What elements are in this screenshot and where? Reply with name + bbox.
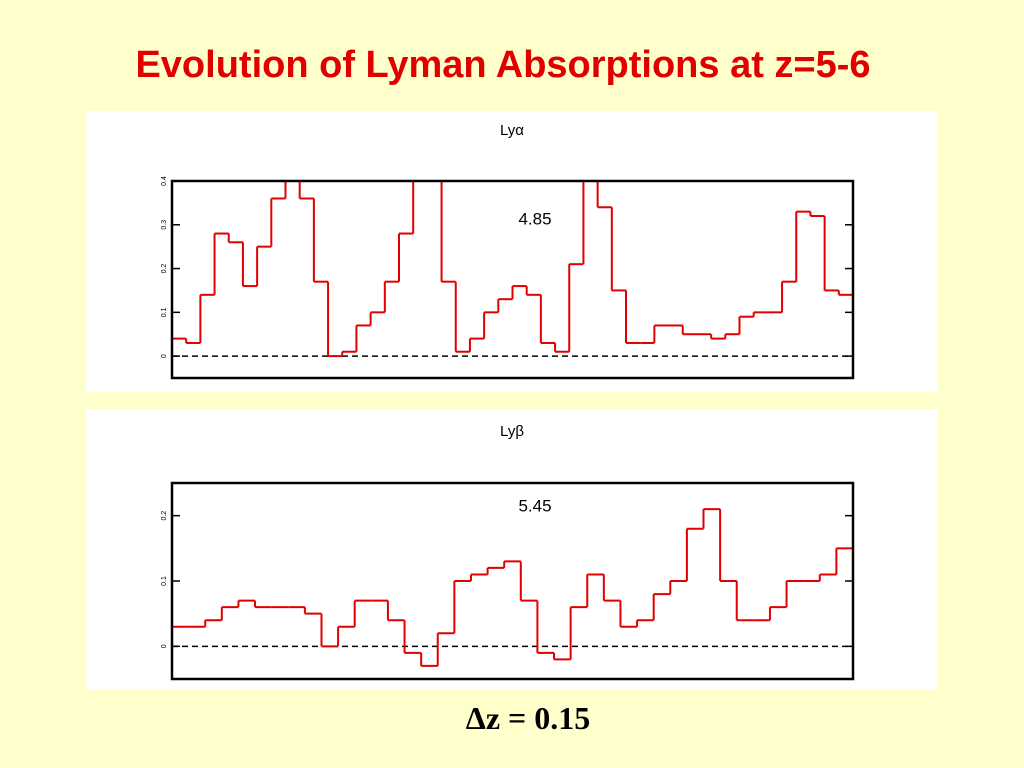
annotation: 4.85 — [518, 209, 551, 228]
y-tick-label: 0.2 — [161, 511, 168, 521]
chart-title: Lyα — [500, 122, 524, 139]
y-tick-label: 0.2 — [161, 264, 168, 274]
chart-panel — [86, 409, 938, 690]
y-tick-label: 0 — [161, 354, 168, 358]
annotation: 5.45 — [518, 496, 551, 515]
y-tick-label: 0.3 — [161, 220, 168, 230]
plot-frame — [170, 481, 855, 681]
y-tick-label: 0.1 — [161, 576, 168, 586]
slide-footer: Δz = 0.15 — [465, 700, 591, 736]
plot-frame — [170, 179, 855, 380]
y-tick-label: 0.4 — [161, 176, 168, 186]
y-tick-label: 0 — [161, 644, 168, 648]
y-tick-label: 0.1 — [161, 307, 168, 317]
slide-title: Evolution of Lyman Absorptions at z=5-6 — [135, 44, 871, 86]
chart-title: Lyβ — [500, 423, 524, 440]
